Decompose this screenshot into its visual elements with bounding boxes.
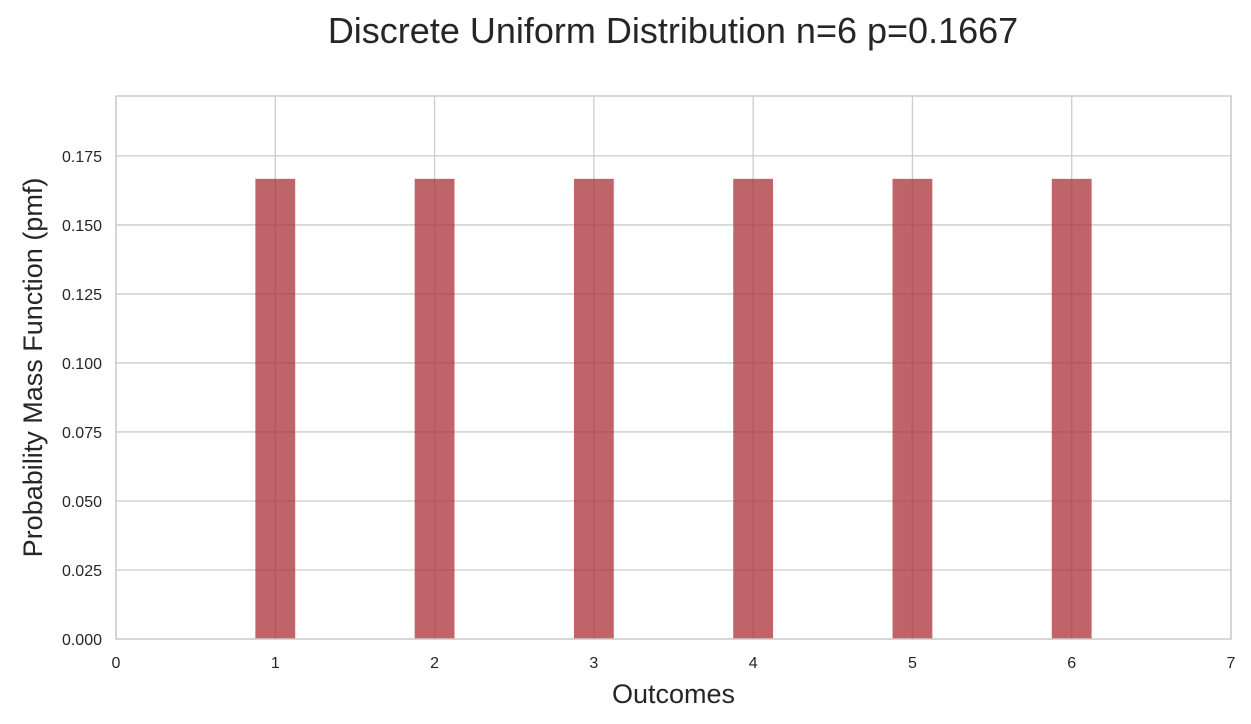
bars bbox=[255, 178, 1092, 639]
y-tick-label: 0.150 bbox=[62, 218, 102, 235]
y-tick-label: 0.075 bbox=[62, 425, 102, 442]
x-tick-label: 3 bbox=[589, 655, 598, 672]
bar-outcome-5 bbox=[892, 178, 933, 639]
x-tick-label: 0 bbox=[112, 655, 121, 672]
bar-outcome-6 bbox=[1051, 178, 1092, 639]
x-axis-label: Outcomes bbox=[612, 679, 735, 709]
y-tick-label: 0.125 bbox=[62, 287, 102, 304]
y-axis-label: Probability Mass Function (pmf) bbox=[18, 178, 48, 558]
y-tick-label: 0.175 bbox=[62, 149, 102, 166]
x-tick-label: 4 bbox=[749, 655, 758, 672]
x-tick-label: 6 bbox=[1067, 655, 1076, 672]
y-tick-label: 0.025 bbox=[62, 563, 102, 580]
y-tick-label: 0.100 bbox=[62, 356, 102, 373]
bar-outcome-4 bbox=[733, 178, 774, 639]
x-tick-label: 5 bbox=[908, 655, 917, 672]
bar-outcome-2 bbox=[414, 178, 455, 639]
x-axis-ticks: 0 1 2 3 4 5 6 7 bbox=[112, 655, 1236, 672]
x-tick-label: 2 bbox=[430, 655, 439, 672]
bar-outcome-3 bbox=[573, 178, 614, 639]
y-tick-label: 0.000 bbox=[62, 632, 102, 649]
x-tick-label: 7 bbox=[1227, 655, 1236, 672]
bar-outcome-1 bbox=[255, 178, 296, 639]
y-axis-ticks: 0.000 0.025 0.050 0.075 0.100 0.125 0.150 0.175 bbox=[62, 149, 102, 649]
plot-frame bbox=[115, 95, 1232, 640]
y-tick-label: 0.050 bbox=[62, 494, 102, 511]
x-tick-label: 1 bbox=[271, 655, 280, 672]
chart-title: Discrete Uniform Distribution n=6 p=0.16… bbox=[327, 10, 1019, 51]
